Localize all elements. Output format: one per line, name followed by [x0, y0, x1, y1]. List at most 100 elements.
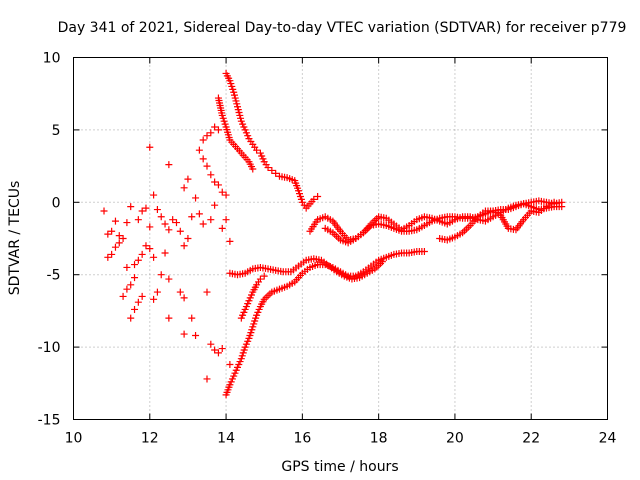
- data-point: [165, 161, 173, 169]
- data-point: [264, 164, 272, 172]
- plot-frame: [73, 57, 608, 420]
- data-point: [226, 360, 234, 368]
- data-point: [115, 239, 123, 247]
- x-tick-label: 20: [446, 431, 464, 447]
- data-point: [142, 242, 150, 250]
- data-point: [207, 129, 215, 137]
- data-point: [123, 285, 131, 293]
- data-point: [131, 261, 139, 269]
- data-point: [211, 346, 219, 354]
- data-point: [134, 216, 142, 224]
- data-point: [176, 288, 184, 296]
- data-point: [195, 210, 203, 218]
- data-point: [180, 242, 188, 250]
- data-point: [199, 136, 207, 144]
- data-point: [142, 204, 150, 212]
- data-point: [138, 207, 146, 215]
- data-point: [100, 207, 108, 215]
- data-point: [222, 216, 230, 224]
- y-tick-label: 0: [52, 195, 61, 211]
- data-point: [203, 132, 211, 140]
- data-point: [188, 314, 196, 322]
- data-point: [157, 271, 165, 279]
- data-point: [214, 126, 222, 134]
- y-tick-label: 5: [52, 123, 61, 139]
- data-point: [111, 243, 119, 251]
- data-point: [222, 191, 230, 199]
- data-point: [199, 220, 207, 228]
- data-point: [211, 178, 219, 186]
- x-tick-label: 18: [370, 431, 388, 447]
- x-axis-label: GPS time / hours: [281, 459, 398, 475]
- data-point: [123, 263, 131, 271]
- data-point: [260, 272, 268, 280]
- data-point: [169, 216, 177, 224]
- data-point: [146, 223, 154, 231]
- data-point: [111, 217, 119, 225]
- data-point: [184, 235, 192, 242]
- x-tick-label: 16: [293, 431, 311, 447]
- data-point: [165, 314, 173, 322]
- data-point: [195, 146, 203, 154]
- data-point: [138, 250, 146, 258]
- data-point: [115, 232, 123, 240]
- data-point: [203, 375, 211, 383]
- axis-ticks: 10 12 14 16 18 20 22 24 -15 -10 -5 0 5 10: [38, 51, 617, 447]
- data-point: [165, 275, 173, 283]
- data-point: [207, 216, 215, 224]
- data-point: [550, 198, 558, 206]
- data-point: [172, 219, 180, 227]
- data-point: [165, 226, 173, 234]
- data-point: [146, 245, 154, 253]
- data-point: [214, 181, 222, 189]
- y-axis-label: SDTVAR / TECUs: [7, 181, 23, 296]
- data-point: [268, 166, 276, 174]
- data-point: [134, 298, 142, 306]
- data-point: [150, 191, 158, 199]
- data-point: [131, 305, 139, 313]
- data-point: [176, 227, 184, 235]
- data-point: [558, 198, 566, 206]
- data-point: [256, 275, 264, 283]
- x-tick-label: 22: [522, 431, 540, 447]
- data-point: [226, 237, 234, 245]
- data-point: [310, 195, 318, 203]
- data-point: [211, 201, 219, 209]
- data-point: [218, 345, 226, 353]
- x-tick-label: 24: [599, 431, 617, 447]
- x-tick-label: 10: [65, 431, 83, 447]
- data-point: [249, 165, 257, 173]
- data-point: [119, 292, 127, 300]
- data-point: [207, 171, 215, 179]
- x-tick-label: 14: [217, 431, 235, 447]
- data-point: [199, 155, 207, 163]
- data-point: [104, 253, 112, 261]
- data-point: [211, 123, 219, 131]
- data-point: [153, 206, 161, 214]
- data-point: [180, 184, 188, 192]
- y-tick-label: -15: [38, 413, 61, 429]
- data-point: [123, 219, 131, 227]
- data-point: [192, 332, 200, 340]
- data-points: [100, 69, 566, 399]
- data-point: [192, 194, 200, 202]
- data-point: [138, 292, 146, 300]
- data-point: [150, 253, 158, 261]
- y-tick-label: -10: [38, 340, 61, 356]
- y-tick-label: 10: [43, 51, 61, 67]
- data-point: [146, 143, 154, 151]
- data-point: [104, 230, 112, 238]
- data-point: [150, 295, 158, 303]
- data-point: [203, 162, 211, 170]
- data-point: [188, 213, 196, 221]
- data-point: [378, 258, 386, 266]
- data-point: [253, 146, 261, 154]
- data-point: [207, 340, 215, 348]
- data-point: [134, 256, 142, 264]
- data-point: [108, 227, 116, 235]
- data-point: [119, 235, 127, 242]
- data-point: [218, 224, 226, 232]
- data-point: [131, 274, 139, 282]
